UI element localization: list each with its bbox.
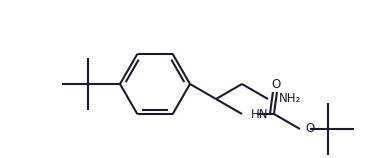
Text: O: O: [271, 78, 281, 91]
Text: HN: HN: [251, 107, 269, 121]
Text: NH₂: NH₂: [279, 92, 301, 106]
Text: O: O: [305, 122, 314, 136]
